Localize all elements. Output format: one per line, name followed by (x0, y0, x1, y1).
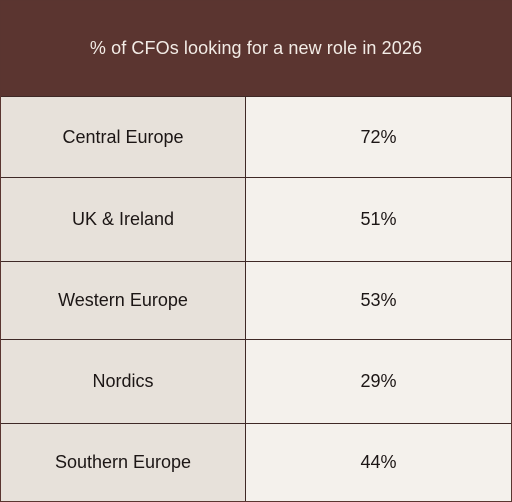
region-label: Southern Europe (54, 452, 192, 472)
value-label: 51% (360, 209, 397, 229)
value-cell: 44% (246, 424, 511, 501)
value-label: 72% (360, 126, 397, 147)
region-label: Nordics (92, 371, 154, 391)
value-label: 44% (360, 452, 397, 472)
region-cell: UK & Ireland (1, 178, 246, 261)
value-cell: 51% (246, 178, 511, 261)
region-label: UK & Ireland (71, 209, 175, 229)
value-cell: 29% (246, 340, 511, 423)
value-cell: 53% (246, 262, 511, 339)
table-header: % of CFOs looking for a new role in 2026 (1, 1, 511, 96)
table-row: Western Europe 53% (1, 261, 511, 339)
value-cell: 72% (246, 97, 511, 177)
region-cell: Nordics (1, 340, 246, 423)
region-cell: Central Europe (1, 97, 246, 177)
region-label: Western Europe (58, 290, 188, 310)
table-row: Southern Europe 44% (1, 423, 511, 501)
table-row: Central Europe 72% (1, 96, 511, 177)
value-label: 29% (360, 371, 397, 391)
region-cell: Western Europe (1, 262, 246, 339)
table-title: % of CFOs looking for a new role in 2026 (89, 38, 423, 58)
table-body: Central Europe 72% UK & Ireland 51% West… (1, 96, 511, 501)
table-row: UK & Ireland 51% (1, 177, 511, 261)
region-label: Central Europe (62, 126, 184, 147)
region-cell: Southern Europe (1, 424, 246, 501)
value-label: 53% (360, 290, 397, 310)
table-row: Nordics 29% (1, 339, 511, 423)
